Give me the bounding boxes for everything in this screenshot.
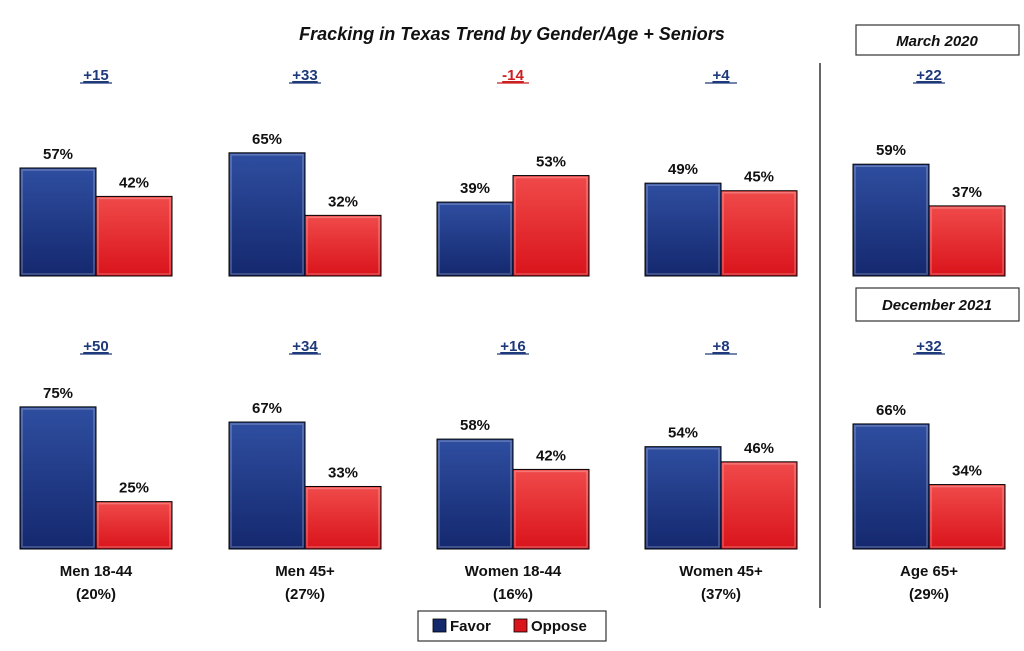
age-65-december-2021-favor-value-label: 66% [876,402,906,419]
women-45-march-2020-favor-bar [644,182,722,277]
age-65-december-2021-favor-bar-bevel [854,425,928,548]
men-45-december-2021-favor-bar [228,421,306,550]
men-45-march-2020-oppose-bar [304,214,382,277]
legend-label-favor: Favor [450,618,491,635]
men-18-44-december-2021-oppose-bar [95,501,173,550]
women-18-44-march-2020-favor-value-label: 39% [460,180,490,197]
women-45-march-2020-oppose-bar [720,190,798,277]
age-65-december-2021-oppose-bar [928,484,1006,550]
age-65-december-2021-oppose-value-label: 34% [952,463,982,480]
period-label-march-2020: March 2020 [855,24,1020,56]
women-18-44-march-2020-favor-bar-bevel [438,203,512,275]
men-18-44-december-2021-favor-value-label: 75% [43,385,73,402]
men-18-44-december-2021-oppose-bar-bevel [97,502,171,548]
men-45-march-2020-oppose-value-label: 32% [328,193,358,210]
women-45-march-2020-favor-bar-bevel [646,184,720,275]
women-18-44-december-2021-oppose-bar [512,468,590,550]
men-18-44-march-2020-favor-value-label: 57% [43,146,73,163]
age-65-category-label: Age 65+ [900,563,958,580]
period-label-december-2021: December 2021 [855,287,1020,322]
legend-swatch-favor [432,618,447,633]
men-18-44-december-2021-favor-bar-bevel [21,408,95,548]
legend-label-oppose: Oppose [531,618,587,635]
age-65-december-2021-margin-label: +32 [916,338,941,355]
legend-swatch-oppose [513,618,528,633]
men-18-44-march-2020-favor-bar-bevel [21,169,95,275]
men-45-december-2021-oppose-value-label: 33% [328,464,358,481]
age-65-march-2020-oppose-bar-bevel [930,207,1004,275]
women-18-44-march-2020-oppose-bar-bevel [514,176,588,275]
men-18-44-march-2020-favor-bar [19,167,97,277]
women-45-december-2021-favor-bar [644,446,722,550]
chart-marks: +15 57% 42% +50 75% 25% Men 18-44 (20%) +33 65% 32… [19,67,1006,603]
women-18-44-december-2021-oppose-value-label: 42% [536,447,566,464]
women-45-december-2021-favor-bar-bevel [646,447,720,548]
age-65-march-2020-favor-bar-bevel [854,165,928,275]
women-45-december-2021-favor-value-label: 54% [668,425,698,442]
women-45-category-label: Women 45+ [679,563,763,580]
age-65-march-2020-oppose-bar [928,205,1006,277]
legend: Favor Oppose [417,610,607,642]
women-18-44-december-2021-oppose-bar-bevel [514,470,588,548]
women-45-december-2021-oppose-value-label: 46% [744,440,774,457]
women-45-march-2020-oppose-value-label: 45% [744,169,774,186]
men-45-december-2021-oppose-bar-bevel [306,487,380,548]
women-18-44-december-2021-favor-bar [436,438,514,550]
men-18-44-march-2020-oppose-bar-bevel [97,197,171,275]
men-45-march-2020-oppose-bar-bevel [306,216,380,275]
men-18-44-march-2020-oppose-bar [95,195,173,277]
men-18-44-march-2020-oppose-value-label: 42% [119,174,149,191]
men-18-44-december-2021-favor-bar [19,406,97,550]
age-65-december-2021-favor-bar [852,423,930,550]
women-45-march-2020-oppose-bar-bevel [722,191,796,275]
men-45-december-2021-favor-bar-bevel [230,423,304,548]
women-18-44-march-2020-margin-label: -14 [502,67,524,84]
men-18-44-december-2021-margin-label: +50 [83,338,108,355]
women-18-44-march-2020-oppose-value-label: 53% [536,154,566,171]
women-45-category-share: (37%) [701,586,741,603]
women-18-44-category-share: (16%) [493,586,533,603]
age-65-march-2020-favor-value-label: 59% [876,142,906,159]
age-65-march-2020-favor-bar [852,163,930,277]
men-18-44-category-share: (20%) [76,586,116,603]
men-45-december-2021-oppose-bar [304,485,382,550]
men-45-december-2021-margin-label: +34 [292,338,318,355]
women-18-44-december-2021-favor-bar-bevel [438,440,512,548]
women-18-44-december-2021-favor-value-label: 58% [460,417,490,434]
period-label-december-2021-text: December 2021 [882,297,992,314]
chart-title: Fracking in Texas Trend by Gender/Age + … [299,24,725,44]
period-label-march-2020-text: March 2020 [896,33,978,50]
age-65-category-share: (29%) [909,586,949,603]
age-65-march-2020-margin-label: +22 [916,67,941,84]
men-18-44-category-label: Men 18-44 [60,563,133,580]
women-45-march-2020-favor-value-label: 49% [668,161,698,178]
women-18-44-march-2020-oppose-bar [512,175,590,277]
men-45-category-label: Men 45+ [275,563,335,580]
men-18-44-march-2020-margin-label: +15 [83,67,108,84]
women-18-44-march-2020-favor-bar [436,201,514,277]
age-65-december-2021-oppose-bar-bevel [930,485,1004,548]
women-18-44-december-2021-margin-label: +16 [500,338,525,355]
women-45-december-2021-oppose-bar [720,461,798,550]
women-18-44-category-label: Women 18-44 [465,563,562,580]
men-45-december-2021-favor-value-label: 67% [252,400,282,417]
men-45-march-2020-margin-label: +33 [292,67,317,84]
men-45-march-2020-favor-value-label: 65% [252,131,282,148]
men-45-category-share: (27%) [285,586,325,603]
women-45-march-2020-margin-label: +4 [712,67,730,84]
women-45-december-2021-oppose-bar-bevel [722,463,796,548]
women-45-december-2021-margin-label: +8 [712,338,729,355]
age-65-march-2020-oppose-value-label: 37% [952,184,982,201]
men-45-march-2020-favor-bar [228,152,306,277]
men-18-44-december-2021-oppose-value-label: 25% [119,480,149,497]
men-45-march-2020-favor-bar-bevel [230,154,304,275]
